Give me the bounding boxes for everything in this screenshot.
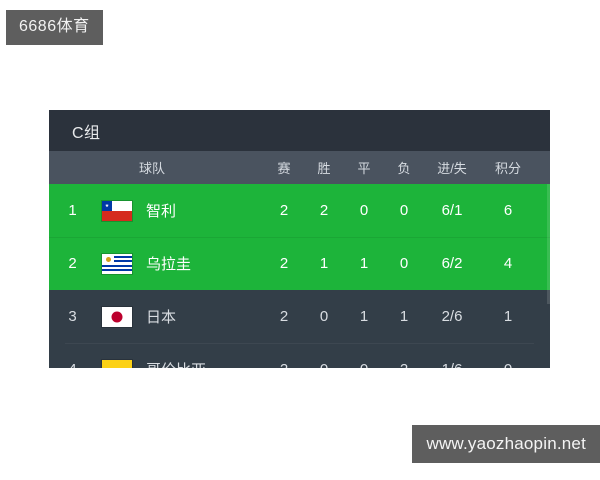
- row-drawn: 1: [359, 255, 369, 272]
- table-row[interactable]: 4 哥伦比亚 2 0 0 2 1/6 0: [49, 343, 550, 368]
- row-lost: 1: [399, 308, 409, 325]
- standings-column-header-row: 球队 赛 胜 平 负 进/失 积分: [49, 151, 550, 184]
- row-won: 1: [319, 255, 329, 272]
- column-header-points: 积分: [494, 161, 521, 176]
- row-team: 日本: [96, 306, 264, 327]
- row-points: 1: [503, 308, 513, 325]
- japan-flag-icon: [102, 306, 132, 327]
- column-header-played: 赛: [277, 161, 291, 176]
- chile-flag-icon: [102, 200, 132, 221]
- row-rank: 4: [49, 361, 96, 368]
- column-header-team: 球队: [139, 161, 166, 176]
- row-rank: 3: [68, 308, 77, 325]
- row-played: 2: [279, 202, 289, 219]
- row-points: 4: [503, 255, 513, 272]
- row-team-name: 哥伦比亚: [146, 359, 206, 368]
- column-header-drawn: 平: [357, 161, 371, 176]
- row-team: 智利: [96, 200, 264, 221]
- standings-card-header: C组: [49, 110, 550, 151]
- row-won: 0: [319, 308, 329, 325]
- table-row[interactable]: 3 日本 2 0 1 1 2/6 1: [49, 290, 550, 343]
- row-lost: 0: [399, 202, 409, 219]
- group-title: C组: [72, 124, 101, 142]
- row-played: 2: [279, 308, 289, 325]
- row-points: 6: [503, 202, 513, 219]
- row-goals: 6/1: [441, 202, 463, 219]
- row-lost: 0: [399, 255, 409, 272]
- row-lost: 2: [384, 361, 424, 368]
- watermark-badge-bottom-right: www.yaozhaopin.net: [412, 425, 600, 463]
- vertical-scrollbar[interactable]: [547, 184, 550, 304]
- uruguay-flag-icon: [102, 253, 132, 274]
- column-header-won: 胜: [317, 161, 331, 176]
- column-header-goals: 进/失: [437, 161, 467, 176]
- row-team: 乌拉圭: [96, 253, 264, 274]
- row-team-name: 乌拉圭: [146, 256, 192, 273]
- row-drawn: 0: [344, 361, 384, 368]
- watermark-badge-top-left: 6686体育: [6, 10, 103, 45]
- table-row[interactable]: 2 乌拉圭 2 1 1 0 6/2 4: [49, 237, 550, 290]
- row-team-name: 日本: [146, 309, 177, 326]
- table-row[interactable]: 1 智利 2 2 0 0 6/1 6: [49, 184, 550, 237]
- row-goals: 1/6: [424, 361, 480, 368]
- row-rank: 2: [68, 255, 77, 272]
- group-standings-table: C组 球队 赛 胜 平 负 进/失 积分 1 智利 2 2 0 0 6/1 6 …: [49, 110, 550, 368]
- row-goals: 2/6: [441, 308, 463, 325]
- row-won: 2: [319, 202, 329, 219]
- colombia-flag-icon: [102, 359, 132, 368]
- row-team-name: 智利: [146, 203, 177, 220]
- row-played: 2: [279, 255, 289, 272]
- row-team: 哥伦比亚: [96, 359, 264, 368]
- column-header-lost: 负: [397, 161, 411, 176]
- row-goals: 6/2: [441, 255, 463, 272]
- row-drawn: 0: [359, 202, 369, 219]
- row-rank: 1: [68, 202, 77, 219]
- row-points: 0: [480, 361, 536, 368]
- row-won: 0: [304, 361, 344, 368]
- row-drawn: 1: [359, 308, 369, 325]
- row-played: 2: [264, 361, 304, 368]
